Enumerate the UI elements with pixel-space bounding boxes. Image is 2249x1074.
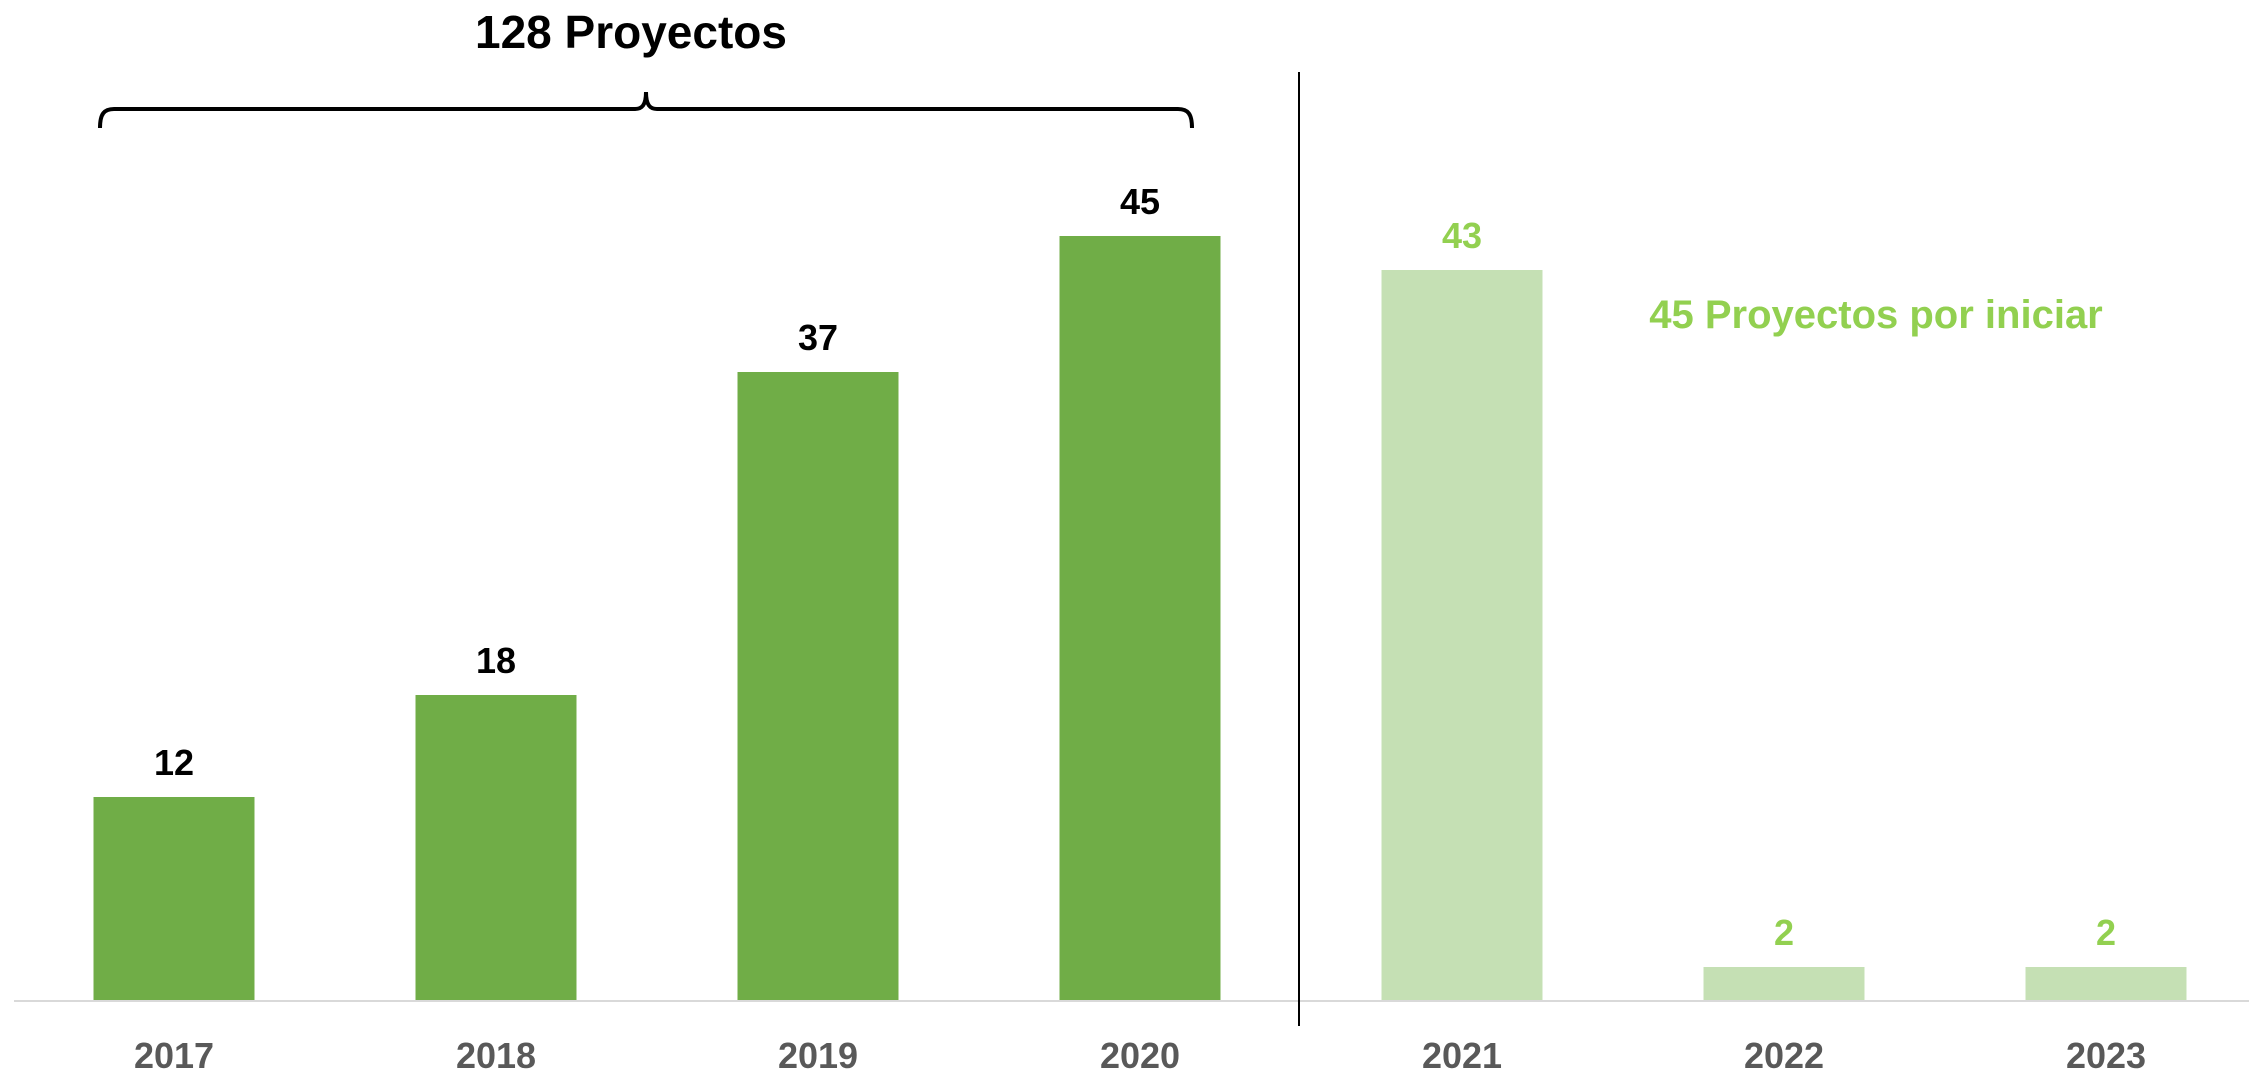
- x-tick-label-2023: 2023: [2066, 1035, 2146, 1074]
- pending-projects-total-label: 45 Proyectos por iniciar: [1649, 293, 2103, 337]
- bars-layer: [93, 236, 2187, 1001]
- data-label-2017: 12: [154, 742, 194, 783]
- completed-projects-bracket: [98, 91, 1194, 129]
- data-labels-layer: 12 18 37 45 43 2 2: [154, 181, 2116, 953]
- bar-2023: [2025, 967, 2187, 1001]
- data-label-2022: 2: [1774, 912, 1794, 953]
- bar-2018: [415, 695, 577, 1001]
- data-label-2021: 43: [1442, 215, 1482, 256]
- bar-2022: [1703, 967, 1865, 1001]
- bar-2019: [737, 372, 899, 1001]
- data-label-2023: 2: [2096, 912, 2116, 953]
- x-tick-label-2018: 2018: [456, 1035, 536, 1074]
- data-label-2020: 45: [1120, 181, 1160, 222]
- bar-2020: [1059, 236, 1221, 1001]
- data-label-2019: 37: [798, 317, 838, 358]
- x-tick-label-2022: 2022: [1744, 1035, 1824, 1074]
- x-tick-label-2021: 2021: [1422, 1035, 1502, 1074]
- data-label-2018: 18: [476, 640, 516, 681]
- x-tick-label-2020: 2020: [1100, 1035, 1180, 1074]
- x-tick-labels-layer: 2017 2018 2019 2020 2021 2022 2023: [134, 1035, 2146, 1074]
- x-tick-label-2019: 2019: [778, 1035, 858, 1074]
- x-tick-label-2017: 2017: [134, 1035, 214, 1074]
- completed-projects-total-label: 128 Proyectos: [475, 6, 787, 58]
- bar-2021: [1381, 270, 1543, 1001]
- bar-2017: [93, 797, 255, 1001]
